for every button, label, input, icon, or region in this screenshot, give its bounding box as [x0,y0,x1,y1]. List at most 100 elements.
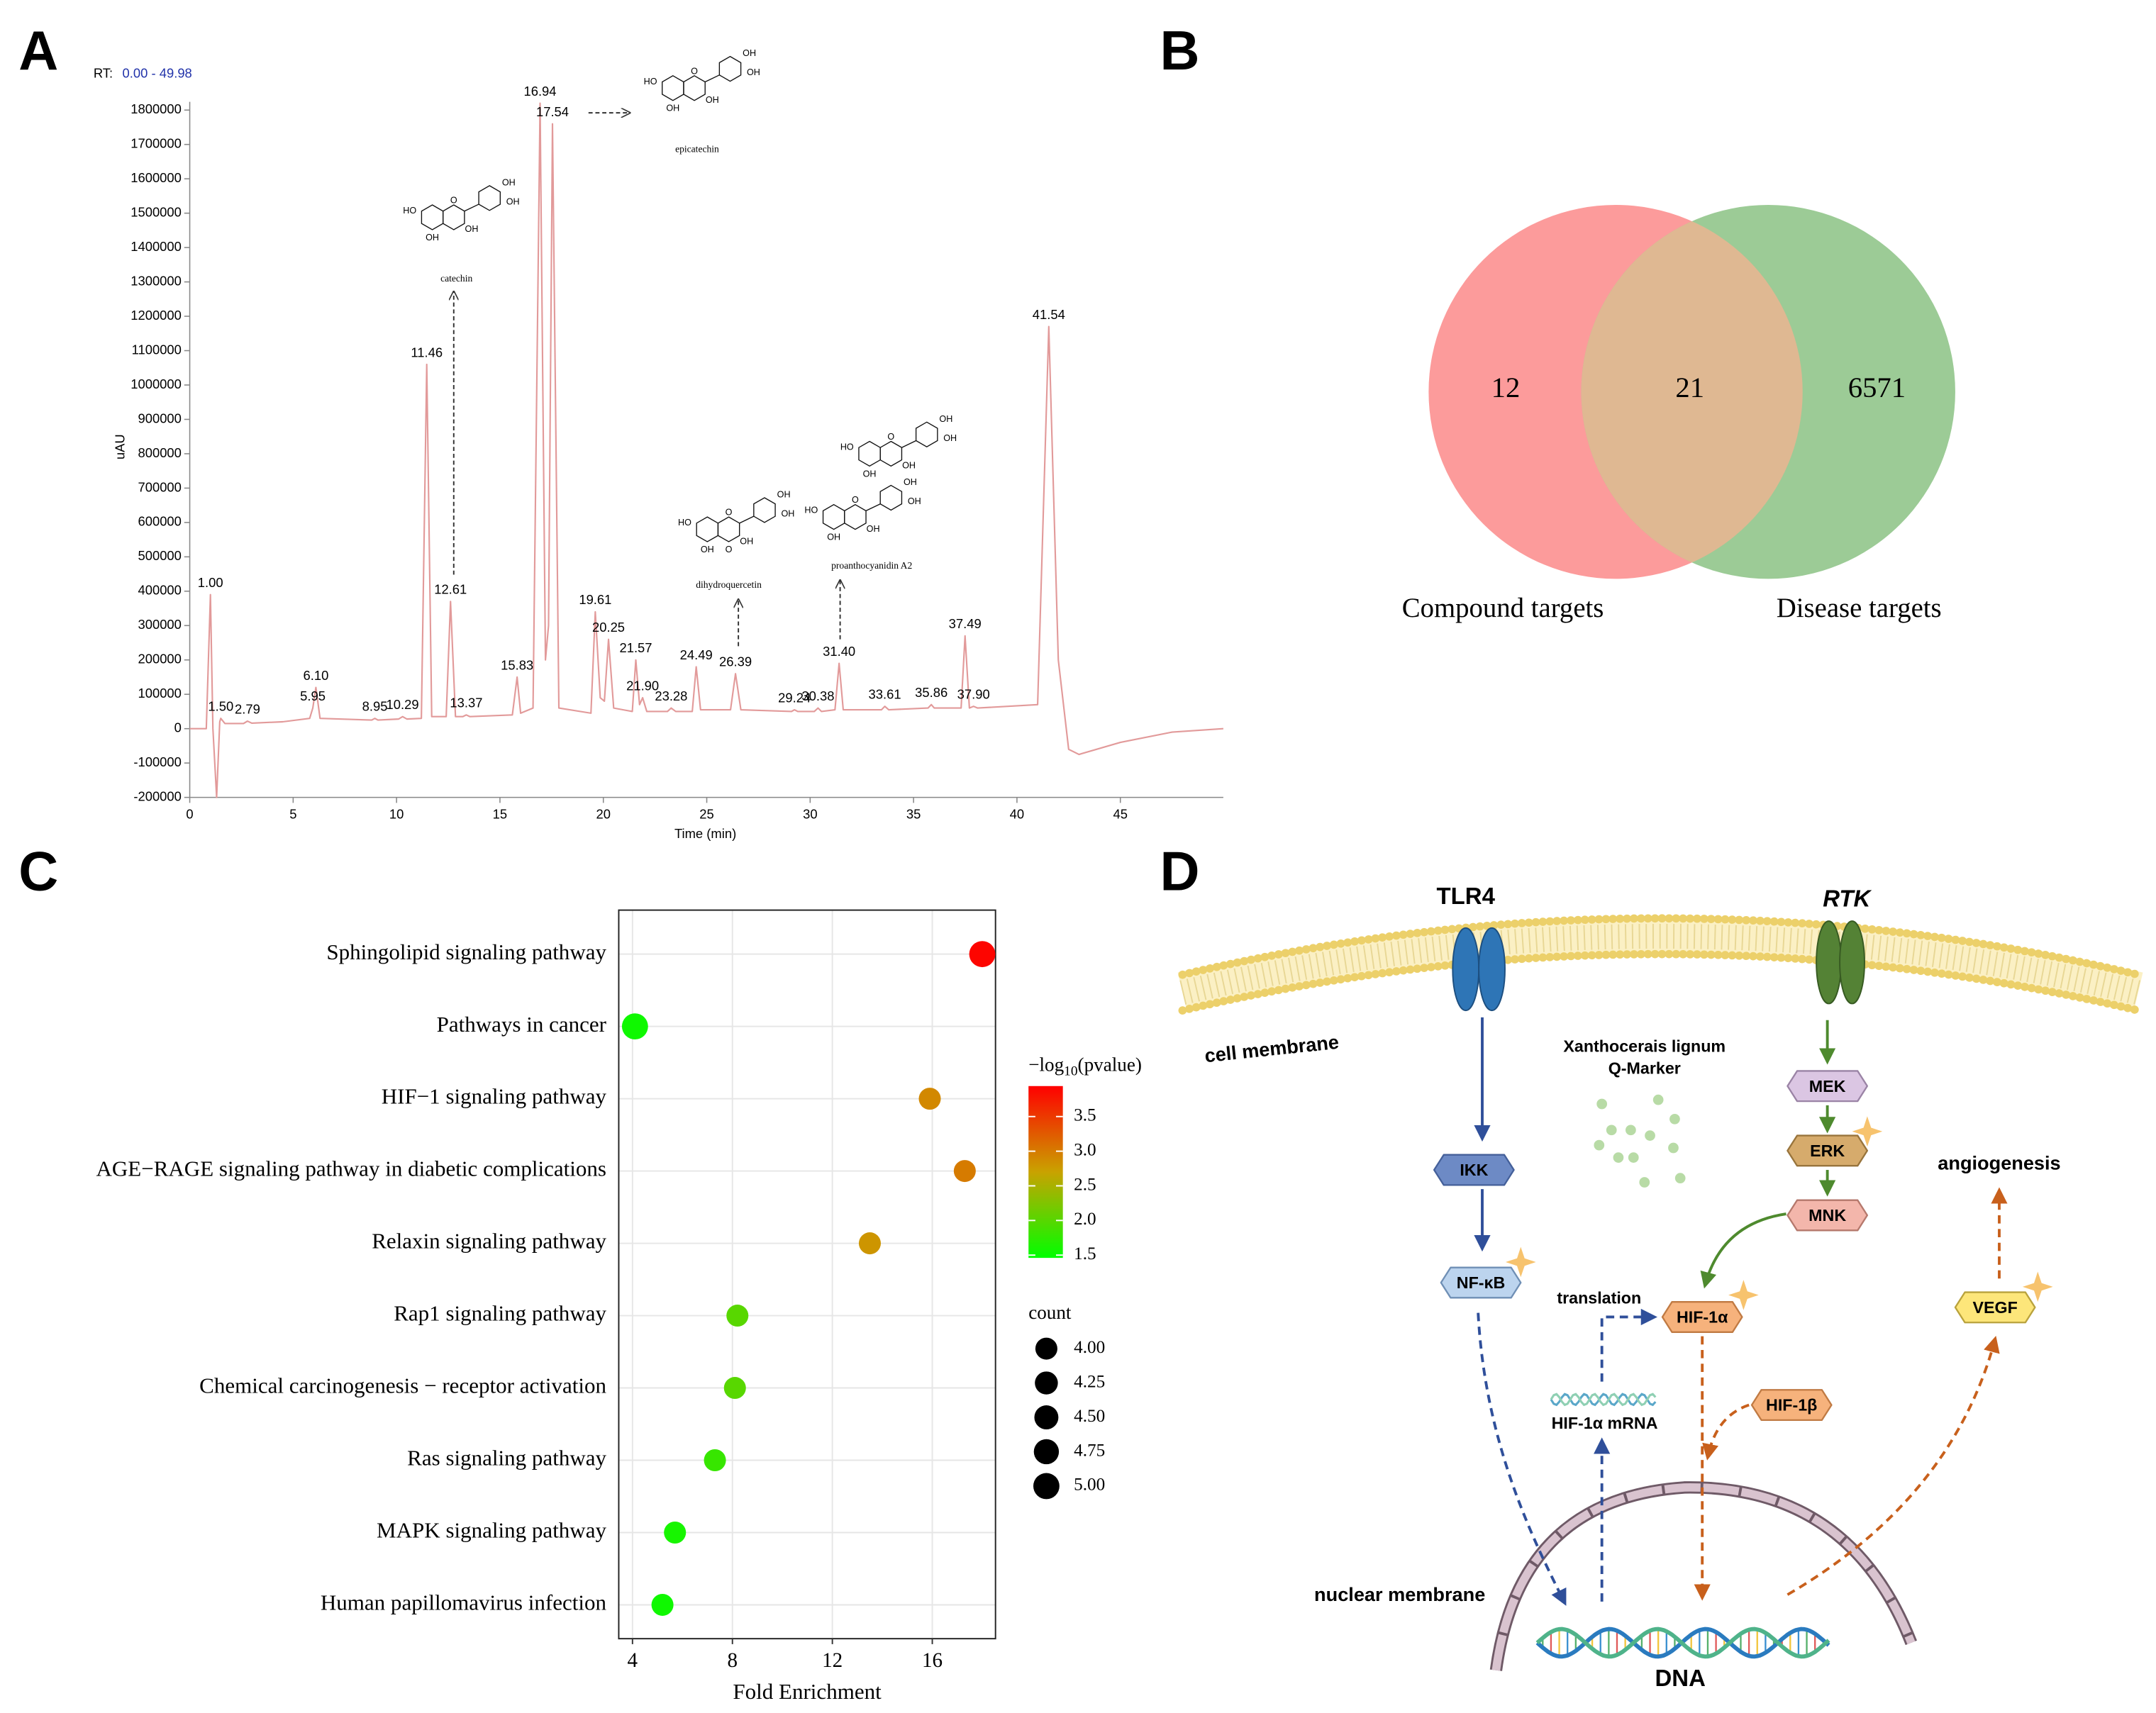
atom-label: O [852,495,859,505]
peak-label: 19.61 [579,592,611,607]
atom-label: OH [502,177,516,187]
category-label: HIF−1 signaling pathway [382,1084,607,1109]
arrow [1600,1308,1657,1382]
y-tick-label: 1500000 [130,205,182,220]
dot [723,1377,746,1400]
legend-title: count [1028,1302,1072,1323]
y-tick-label: 700000 [138,479,181,494]
node-label: HIF-1α [1677,1308,1728,1327]
size-key-label: 4.50 [1074,1407,1105,1426]
y-axis-label: uAU [112,434,127,459]
peak-label: 30.38 [801,688,834,703]
category-label: Human papillomavirus infection [321,1590,607,1615]
dot [664,1521,687,1544]
peak-label: 15.83 [501,657,533,672]
y-tick-label: 1400000 [130,239,182,254]
x-tick-label: 10 [389,807,404,822]
atom-label: OH [908,496,921,506]
node [1787,1134,1869,1167]
dot [726,1305,749,1327]
compound-name: epicatechin [675,144,719,155]
panel-label: A [18,21,58,82]
marker-dot [1606,1125,1617,1136]
y-tick-label: 1800000 [130,101,182,116]
y-tick-label: 100000 [138,686,181,701]
node-label: NF-κB [1457,1273,1506,1292]
x-tick-label: 45 [1113,807,1127,822]
marker-label: Xanthocerais lignum [1563,1037,1726,1056]
atom-label: OH [706,95,719,105]
peak-label: 20.25 [592,620,625,635]
colorbar-tick-label: 1.5 [1074,1244,1096,1263]
peak-label: 5.95 [300,688,326,703]
ring [753,497,776,523]
ring [478,185,501,211]
atom-label: O [450,196,457,206]
x-tick-label: 20 [596,807,610,822]
y-tick-label: 900000 [138,411,181,425]
bond [704,74,720,83]
dna-label: DNA [1655,1665,1706,1691]
arrow [1700,1212,1787,1289]
receptor-label: TLR4 [1437,883,1496,909]
size-key-label: 4.75 [1074,1441,1105,1460]
bond [865,503,881,512]
ring [822,503,845,530]
x-tick-label: 25 [699,807,713,822]
peak-label: 10.29 [387,697,419,712]
y-tick-label: 200000 [138,652,181,666]
region-count: 6571 [1848,372,1906,403]
peak-label: 1.00 [198,575,223,590]
atom-label: OH [827,532,840,542]
structure-unit: HO O OH OH OH OH [840,414,957,479]
x-tick-label: 5 [289,807,296,822]
marker-dot [1639,1177,1650,1188]
node [1787,1199,1869,1232]
peak-label: 37.49 [949,616,982,631]
node-label: HIF-1β [1766,1396,1817,1415]
ring [879,440,903,467]
bond [464,203,479,212]
atom-label: OH [426,233,439,242]
x-tick-label: 15 [493,807,507,822]
membrane-label: cell membrane [1204,1031,1340,1067]
receptor [1816,920,1842,1005]
region-count: 12 [1491,372,1521,403]
bond [901,440,916,448]
arrow [1702,1403,1750,1461]
atom-label: HO [804,506,818,515]
y-tick-label: 800000 [138,445,181,460]
category-label: AGE−RAGE signaling pathway in diabetic c… [96,1156,606,1181]
atom-label: HO [840,442,854,452]
x-tick-label: 30 [803,807,817,822]
marker-dot [1626,1125,1636,1136]
y-tick-label: 600000 [138,514,181,529]
ring [696,516,719,542]
set-name: Compound targets [1402,593,1604,623]
y-tick-label: 1700000 [130,136,182,151]
x-tick-label: 0 [186,807,193,822]
highlight-star [1505,1246,1536,1278]
trace [189,102,1223,798]
atom-label: O [691,66,698,76]
ring [717,516,740,542]
plot-border [618,909,996,1640]
atom-label: HO [403,206,416,216]
dot [651,1593,674,1616]
node-label: MEK [1809,1077,1846,1095]
peak-label: 16.94 [523,84,556,99]
colorbar-tick-label: 3.5 [1074,1106,1096,1125]
atom-label: O [887,432,894,442]
lipid-heads [1178,949,2143,1015]
dot [704,1449,726,1472]
y-tick-label: -200000 [133,788,182,803]
translation-label: translation [1557,1288,1641,1307]
size-key [1035,1371,1058,1395]
legend-title-part: 10 [1064,1064,1077,1079]
atom-label: OH [666,104,679,113]
y-tick-label: 1000000 [130,376,182,391]
x-tick-label: 16 [922,1649,943,1672]
y-tick-label: 0 [174,720,182,735]
atom-label: OH [506,196,520,206]
